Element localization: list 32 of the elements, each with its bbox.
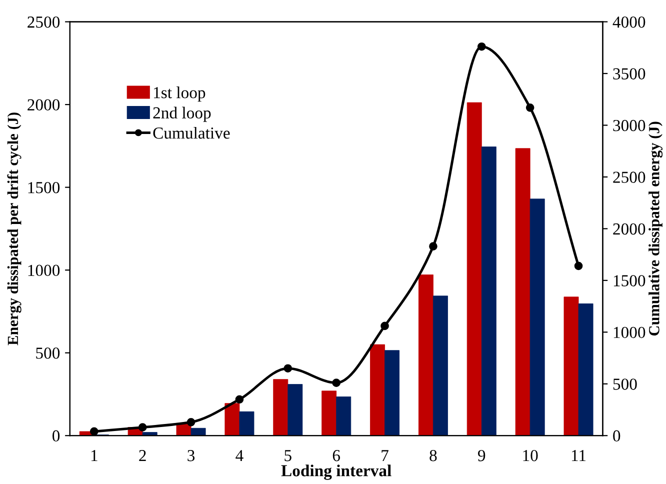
y-axis-title: Energy dissipated per drift cycle (J) xyxy=(7,112,22,346)
x-tick-label: 3 xyxy=(188,450,195,462)
legend-label: Cumulative xyxy=(153,126,230,139)
y-tick-label: 2000 xyxy=(28,99,60,110)
x-axis-title: Loding interval xyxy=(281,464,392,480)
x-tick-label: 5 xyxy=(284,450,292,462)
x-tick-label: 7 xyxy=(382,450,388,462)
y2-axis-title: Cumulative dissipated energy (J) xyxy=(648,122,663,336)
x-tick-label: 2 xyxy=(139,450,146,462)
y2-tick-label: 500 xyxy=(613,378,637,390)
y2-tick-label: 1000 xyxy=(614,326,646,338)
y-tick-label: 1000 xyxy=(28,264,60,276)
y-tick-label: 500 xyxy=(36,348,60,359)
legend-label: 2nd loop xyxy=(153,106,211,122)
y2-tick-label: 4000 xyxy=(612,16,646,28)
x-tick-label: 10 xyxy=(523,450,538,462)
y2-tick-label: 1500 xyxy=(614,275,646,286)
legend-label: 1st loop xyxy=(154,86,206,102)
x-tick-label: 6 xyxy=(332,450,340,462)
y-tick-label: 0 xyxy=(52,430,60,442)
y2-tick-label: 3000 xyxy=(613,120,646,132)
y2-tick-label: 2500 xyxy=(613,172,646,183)
y-tick-label: 2500 xyxy=(28,16,60,28)
y2-tick-label: 0 xyxy=(613,430,620,442)
y-tick-label: 1500 xyxy=(28,182,60,194)
y2-tick-label: 2000 xyxy=(613,223,646,235)
x-tick-label: 8 xyxy=(430,450,437,462)
x-tick-label: 9 xyxy=(478,450,486,462)
x-tick-label: 4 xyxy=(236,450,244,462)
x-tick-label: 11 xyxy=(572,450,586,462)
x-tick-label: 1 xyxy=(91,450,98,462)
y2-tick-label: 3500 xyxy=(613,68,646,80)
